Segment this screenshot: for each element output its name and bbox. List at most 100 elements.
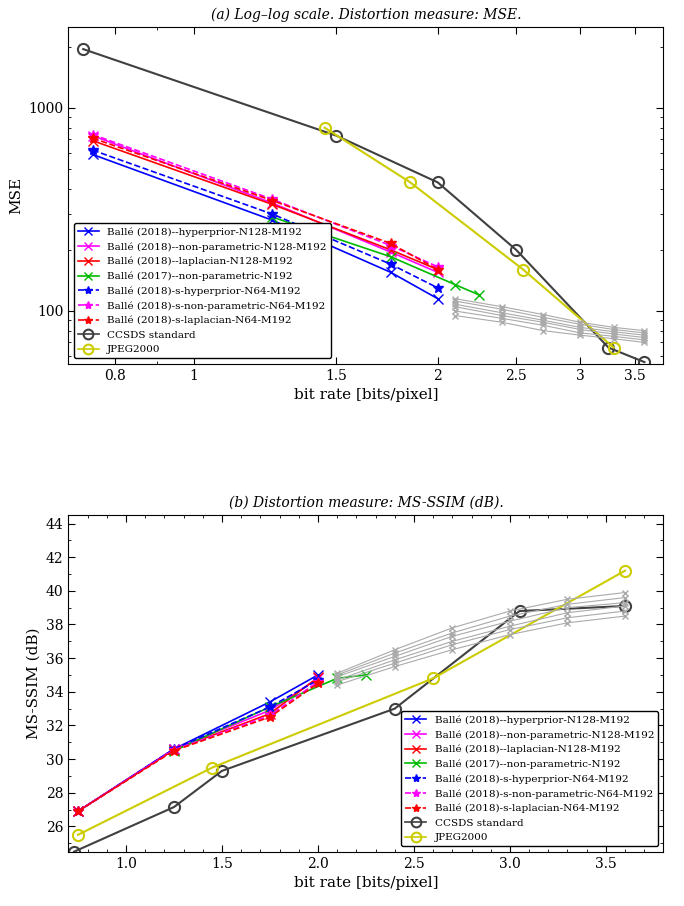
JPEG2000 bbox=[321, 122, 329, 133]
Ballé (2018)-s-hyperprior-N64-M192 bbox=[170, 744, 178, 755]
Line: Ballé (2017)--non-parametric-N192: Ballé (2017)--non-parametric-N192 bbox=[267, 212, 484, 300]
Ballé (2018)-s-non-parametric-N64-M192 bbox=[434, 262, 442, 273]
CCSDS standard bbox=[332, 130, 341, 141]
Ballé (2018)--laplacian-N128-M192 bbox=[88, 135, 96, 146]
Ballé (2017)--non-parametric-N192 bbox=[170, 746, 178, 757]
Ballé (2017)--non-parametric-N192 bbox=[451, 279, 459, 290]
Ballé (2018)--non-parametric-N128-M192 bbox=[314, 673, 322, 684]
Line: Ballé (2018)-s-hyperprior-N64-M192: Ballé (2018)-s-hyperprior-N64-M192 bbox=[73, 675, 323, 816]
Legend: Ballé (2018)--hyperprior-N128-M192, Ballé (2018)--non-parametric-N128-M192, Ball: Ballé (2018)--hyperprior-N128-M192, Ball… bbox=[74, 224, 330, 359]
Line: Ballé (2018)--hyperprior-N128-M192: Ballé (2018)--hyperprior-N128-M192 bbox=[88, 149, 443, 304]
Ballé (2018)--non-parametric-N128-M192 bbox=[170, 744, 178, 755]
Ballé (2018)--laplacian-N128-M192 bbox=[386, 245, 395, 255]
Line: CCSDS standard: CCSDS standard bbox=[68, 601, 631, 857]
CCSDS standard bbox=[434, 177, 442, 188]
Ballé (2017)--non-parametric-N192 bbox=[333, 673, 341, 684]
Ballé (2018)-s-laplacian-N64-M192 bbox=[268, 195, 276, 206]
Ballé (2017)--non-parametric-N192 bbox=[362, 670, 370, 680]
Line: Ballé (2018)-s-non-parametric-N64-M192: Ballé (2018)-s-non-parametric-N64-M192 bbox=[88, 130, 443, 272]
Ballé (2018)-s-non-parametric-N64-M192 bbox=[314, 676, 322, 687]
Ballé (2018)-s-laplacian-N64-M192 bbox=[266, 711, 274, 722]
CCSDS standard bbox=[512, 245, 521, 255]
Line: Ballé (2018)--laplacian-N128-M192: Ballé (2018)--laplacian-N128-M192 bbox=[88, 136, 443, 275]
X-axis label: bit rate [bits/pixel]: bit rate [bits/pixel] bbox=[293, 388, 438, 402]
JPEG2000 bbox=[208, 762, 216, 773]
Line: CCSDS standard: CCSDS standard bbox=[77, 43, 650, 368]
Ballé (2018)-s-non-parametric-N64-M192 bbox=[88, 129, 96, 140]
JPEG2000 bbox=[519, 265, 527, 275]
Ballé (2018)--hyperprior-N128-M192 bbox=[74, 805, 82, 816]
Ballé (2018)-s-hyperprior-N64-M192 bbox=[386, 259, 395, 270]
Ballé (2018)-s-hyperprior-N64-M192 bbox=[74, 805, 82, 816]
Ballé (2018)--laplacian-N128-M192 bbox=[434, 265, 442, 275]
Y-axis label: MS-SSIM (dB): MS-SSIM (dB) bbox=[26, 628, 40, 739]
Ballé (2018)-s-non-parametric-N64-M192 bbox=[74, 805, 82, 816]
Ballé (2018)-s-non-parametric-N64-M192 bbox=[266, 710, 274, 721]
CCSDS standard bbox=[391, 703, 399, 714]
Legend: Ballé (2018)--hyperprior-N128-M192, Ballé (2018)--non-parametric-N128-M192, Ball: Ballé (2018)--hyperprior-N128-M192, Ball… bbox=[402, 711, 658, 846]
Y-axis label: MSE: MSE bbox=[9, 177, 23, 214]
Line: Ballé (2018)-s-laplacian-N64-M192: Ballé (2018)-s-laplacian-N64-M192 bbox=[88, 133, 443, 275]
Title: (b) Distortion measure: MS-SSIM (dB).: (b) Distortion measure: MS-SSIM (dB). bbox=[228, 496, 503, 510]
CCSDS standard bbox=[605, 342, 613, 353]
Ballé (2018)-s-laplacian-N64-M192 bbox=[314, 678, 322, 689]
Ballé (2018)-s-laplacian-N64-M192 bbox=[170, 746, 178, 757]
CCSDS standard bbox=[218, 766, 226, 776]
Ballé (2018)-s-non-parametric-N64-M192 bbox=[170, 745, 178, 756]
Ballé (2018)--laplacian-N128-M192 bbox=[266, 708, 274, 719]
Line: Ballé (2018)-s-non-parametric-N64-M192: Ballé (2018)-s-non-parametric-N64-M192 bbox=[73, 677, 323, 816]
Line: Ballé (2018)-s-laplacian-N64-M192: Ballé (2018)-s-laplacian-N64-M192 bbox=[73, 679, 323, 816]
Ballé (2017)--non-parametric-N192 bbox=[266, 701, 274, 712]
Ballé (2018)-s-laplacian-N64-M192 bbox=[88, 132, 96, 143]
CCSDS standard bbox=[516, 605, 524, 616]
Ballé (2018)-s-non-parametric-N64-M192 bbox=[386, 240, 395, 251]
Ballé (2018)--hyperprior-N128-M192 bbox=[434, 294, 442, 304]
Line: Ballé (2018)-s-hyperprior-N64-M192: Ballé (2018)-s-hyperprior-N64-M192 bbox=[88, 145, 443, 293]
Ballé (2018)--laplacian-N128-M192 bbox=[314, 672, 322, 683]
Ballé (2018)--non-parametric-N128-M192 bbox=[88, 130, 96, 141]
Ballé (2017)--non-parametric-N192 bbox=[386, 251, 395, 262]
X-axis label: bit rate [bits/pixel]: bit rate [bits/pixel] bbox=[293, 876, 438, 890]
Ballé (2018)--hyperprior-N128-M192 bbox=[88, 149, 96, 160]
Line: Ballé (2018)--non-parametric-N128-M192: Ballé (2018)--non-parametric-N128-M192 bbox=[73, 673, 323, 816]
Ballé (2018)--hyperprior-N128-M192 bbox=[314, 670, 322, 680]
CCSDS standard bbox=[70, 846, 78, 857]
Ballé (2018)-s-laplacian-N64-M192 bbox=[434, 265, 442, 275]
Line: JPEG2000: JPEG2000 bbox=[319, 122, 620, 353]
Ballé (2018)--laplacian-N128-M192 bbox=[268, 199, 276, 210]
CCSDS standard bbox=[640, 357, 648, 368]
Ballé (2018)--laplacian-N128-M192 bbox=[74, 805, 82, 816]
Ballé (2018)--non-parametric-N128-M192 bbox=[434, 267, 442, 278]
CCSDS standard bbox=[621, 601, 629, 612]
Line: Ballé (2018)--hyperprior-N128-M192: Ballé (2018)--hyperprior-N128-M192 bbox=[73, 670, 323, 816]
Ballé (2018)--hyperprior-N128-M192 bbox=[170, 744, 178, 755]
Ballé (2018)-s-hyperprior-N64-M192 bbox=[266, 701, 274, 712]
JPEG2000 bbox=[406, 177, 415, 188]
Title: (a) Log–log scale. Distortion measure: MSE.: (a) Log–log scale. Distortion measure: M… bbox=[211, 7, 521, 22]
Ballé (2018)--hyperprior-N128-M192 bbox=[386, 267, 395, 278]
JPEG2000 bbox=[74, 829, 82, 840]
Ballé (2017)--non-parametric-N192 bbox=[475, 290, 483, 301]
Ballé (2018)-s-laplacian-N64-M192 bbox=[74, 805, 82, 816]
Ballé (2018)-s-hyperprior-N64-M192 bbox=[268, 208, 276, 219]
Ballé (2018)--non-parametric-N128-M192 bbox=[74, 805, 82, 816]
JPEG2000 bbox=[609, 342, 618, 353]
JPEG2000 bbox=[621, 565, 629, 576]
Ballé (2018)-s-hyperprior-N64-M192 bbox=[88, 145, 96, 156]
Line: Ballé (2017)--non-parametric-N192: Ballé (2017)--non-parametric-N192 bbox=[169, 670, 371, 756]
Line: Ballé (2018)--non-parametric-N128-M192: Ballé (2018)--non-parametric-N128-M192 bbox=[88, 130, 443, 277]
JPEG2000 bbox=[429, 673, 437, 684]
Ballé (2018)-s-non-parametric-N64-M192 bbox=[268, 194, 276, 205]
Line: Ballé (2018)--laplacian-N128-M192: Ballé (2018)--laplacian-N128-M192 bbox=[73, 672, 323, 816]
Ballé (2018)-s-laplacian-N64-M192 bbox=[386, 238, 395, 249]
Ballé (2018)--non-parametric-N128-M192 bbox=[268, 198, 276, 208]
Ballé (2018)--non-parametric-N128-M192 bbox=[266, 705, 274, 716]
CCSDS standard bbox=[79, 43, 88, 54]
Ballé (2018)--hyperprior-N128-M192 bbox=[266, 697, 274, 708]
Line: JPEG2000: JPEG2000 bbox=[73, 565, 631, 841]
Ballé (2018)-s-hyperprior-N64-M192 bbox=[314, 675, 322, 686]
Ballé (2018)--hyperprior-N128-M192 bbox=[268, 215, 276, 226]
Ballé (2018)--non-parametric-N128-M192 bbox=[386, 246, 395, 257]
CCSDS standard bbox=[170, 802, 178, 813]
Ballé (2017)--non-parametric-N192 bbox=[268, 212, 276, 223]
